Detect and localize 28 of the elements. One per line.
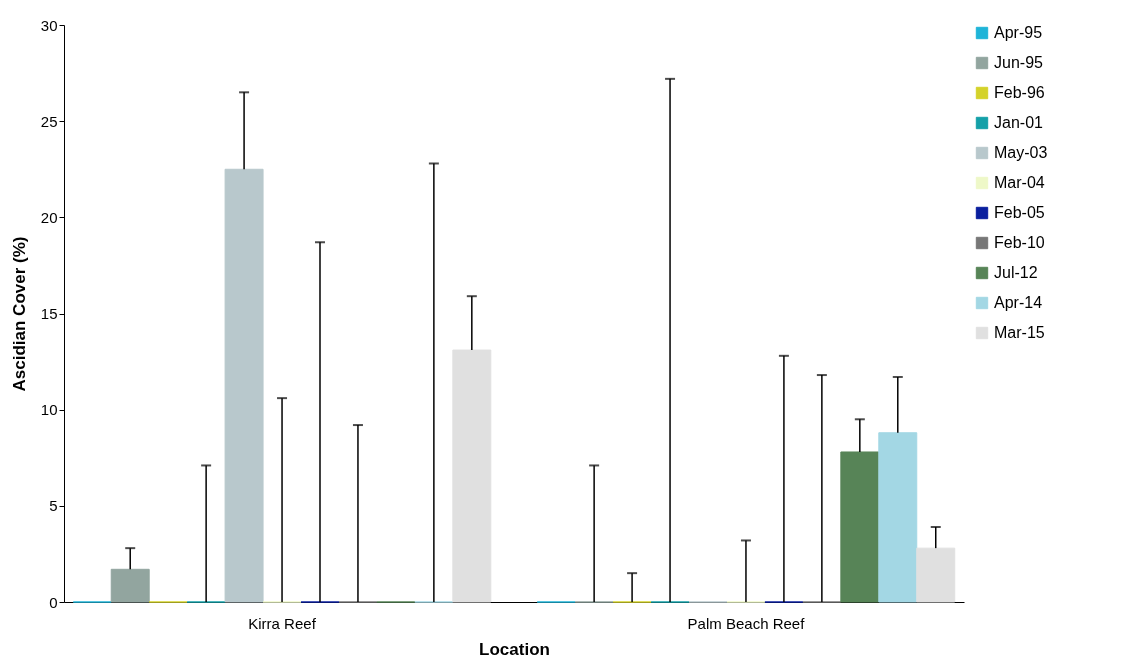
y-tick-label: 10 <box>40 401 58 419</box>
legend-label: Mar-15 <box>994 324 1045 341</box>
y-axis-title: Ascidian Cover (%) <box>9 236 29 392</box>
y-tick-label: 30 <box>40 16 58 34</box>
legend-label: Apr-95 <box>994 24 1043 41</box>
x-tick-label: Kirra Reef <box>248 614 317 632</box>
legend-label: May-03 <box>994 144 1048 161</box>
bar <box>916 547 956 603</box>
bar <box>452 349 492 603</box>
y-tick-label: 20 <box>40 208 58 226</box>
legend-label: Apr-14 <box>994 294 1043 311</box>
x-axis-title: Location <box>479 639 550 659</box>
legend-label: Jan-01 <box>994 114 1044 131</box>
legend-label: Feb-05 <box>994 204 1045 221</box>
legend-label: Feb-10 <box>994 234 1045 251</box>
legend-label: Jul-12 <box>994 264 1038 281</box>
bar <box>110 568 150 603</box>
y-tick-label: 5 <box>49 497 58 515</box>
y-tick-label: 25 <box>40 112 58 130</box>
bar <box>840 451 880 603</box>
bar <box>224 168 264 603</box>
bar <box>878 432 918 603</box>
y-tick-label: 15 <box>40 305 58 322</box>
legend-label: Feb-96 <box>994 84 1045 101</box>
x-tick-label: Palm Beach Reef <box>687 614 806 632</box>
legend-label: Mar-04 <box>994 174 1045 191</box>
y-tick-label: 0 <box>49 593 58 611</box>
legend-label: Jun-95 <box>994 54 1044 71</box>
